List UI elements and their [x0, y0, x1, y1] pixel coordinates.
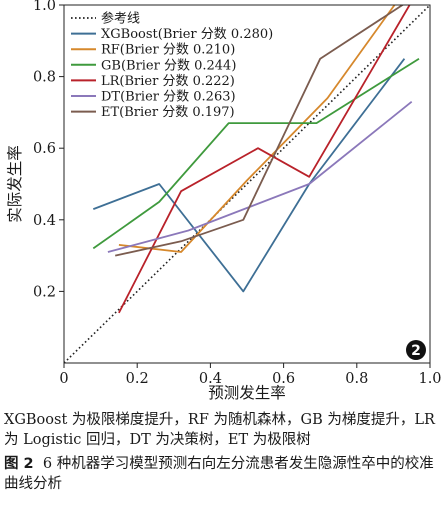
- y-axis-label: 实际发生率: [6, 145, 24, 223]
- legend-label: 参考线: [101, 11, 140, 27]
- figure-caption: 图 2 6 种机器学习模型预测右向左分流患者发生隐源性卒中的校准曲线分析: [4, 454, 442, 494]
- x-tick-label: 0: [59, 371, 68, 387]
- legend-item: RF(Brier 分数 0.210): [71, 43, 235, 58]
- series-line-2: [118, 5, 396, 253]
- figure-number: 图 2: [4, 456, 34, 472]
- x-tick-label: 0.4: [199, 371, 222, 387]
- series-line-5: [107, 100, 413, 253]
- series-line-3: [92, 57, 420, 250]
- legend-label: RF(Brier 分数 0.210): [101, 43, 235, 58]
- calibration-chart: 0 0.2 0.4 0.6 0.8 1.0 0.2 0.4 0.6 0.8 1.0 预测发生率 实际发生…: [6, 0, 442, 402]
- figure-badge-label: 2: [411, 343, 421, 359]
- x-tick-label: 0.8: [345, 371, 368, 387]
- legend-item: 参考线: [71, 11, 140, 27]
- figure-title: 6 种机器学习模型预测右向左分流患者发生隐源性卒中的校准曲线分析: [4, 456, 434, 492]
- legend-item: ET(Brier 分数 0.197): [71, 105, 235, 120]
- legend-label: XGBoost(Brier 分数 0.280): [101, 27, 273, 42]
- series-line-1: [92, 58, 406, 293]
- x-tick-label: 0.2: [126, 371, 149, 387]
- series-line-6: [115, 5, 405, 257]
- y-tick-label: 0.8: [33, 70, 56, 86]
- figure-note: XGBoost 为极限梯度提升，RF 为随机森林，GB 为梯度提升，LR 为 L…: [4, 412, 435, 448]
- x-tick-label: 0.6: [272, 371, 295, 387]
- reference-line: [64, 5, 430, 363]
- legend-item: LR(Brier 分数 0.222): [71, 74, 235, 89]
- legend-label: ET(Brier 分数 0.197): [101, 105, 235, 120]
- legend-label: DT(Brier 分数 0.263): [101, 90, 236, 105]
- y-tick-label: 1.0: [33, 0, 56, 14]
- legend-label: GB(Brier 分数 0.244): [101, 58, 236, 73]
- series-line-4: [118, 5, 411, 314]
- legend-label: LR(Brier 分数 0.222): [101, 74, 235, 89]
- y-tick-label: 0.4: [33, 213, 56, 229]
- legend-item: XGBoost(Brier 分数 0.280): [71, 27, 273, 42]
- legend-item: DT(Brier 分数 0.263): [71, 90, 236, 105]
- y-tick-label: 0.6: [33, 141, 56, 157]
- x-tick-label: 1.0: [418, 371, 441, 387]
- y-tick-label: 0.2: [33, 284, 56, 300]
- figure-badge: [406, 340, 426, 360]
- x-axis-label: 预测发生率: [208, 384, 286, 402]
- plot-frame: [63, 4, 431, 364]
- legend-item: GB(Brier 分数 0.244): [71, 58, 236, 73]
